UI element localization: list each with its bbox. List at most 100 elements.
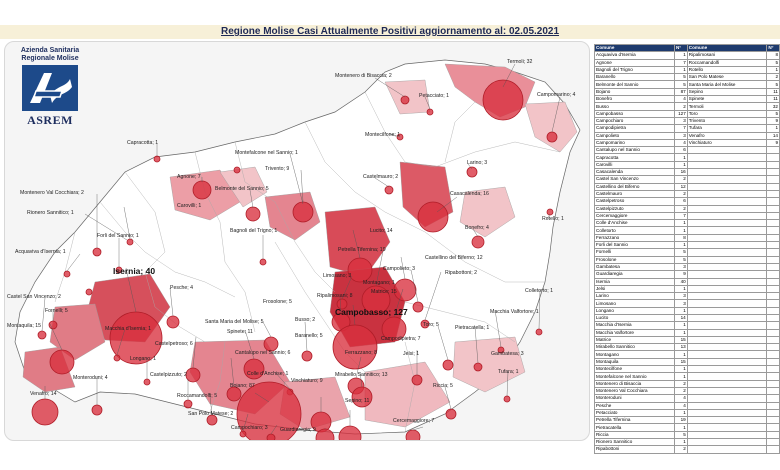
cell-comune: Castellino del Biferno (594, 182, 675, 191)
cell-count: 1 (673, 306, 688, 316)
table-row: Montenero Val Cocchiara 2 (594, 386, 780, 396)
table-row: Gambatesa 3 (594, 262, 780, 272)
cell-count: 14 (673, 313, 688, 323)
cell-count (766, 365, 780, 374)
cell-comune: Campochiaro (594, 116, 675, 126)
label-montefalcone: Montefalcone nel Sannio; 1 (235, 150, 298, 156)
cell-count: 5 (673, 248, 688, 257)
label-pietracatella: Pietracatella; 1 (455, 325, 489, 331)
cell-comune: Busso (594, 102, 675, 111)
cell-count: 1 (673, 160, 688, 170)
cell-count: 4 (673, 95, 688, 104)
table-row: Macchia d'Isernia 1 (594, 321, 780, 330)
cell-count: 6 (673, 197, 688, 206)
cell-comune: Larino (594, 292, 675, 301)
cell-comune (686, 372, 768, 381)
cell-comune: Termoli (686, 102, 768, 111)
cell-count: 87 (673, 87, 688, 97)
label-castelpizzuto: Castelpizzuto; 2 (150, 372, 187, 378)
label-casacalenda: Casacalenda; 16 (450, 191, 489, 197)
label-campomarino: Campomarino; 4 (537, 92, 575, 98)
label-colle-anchise: Colle d'Anchise; 1 (247, 371, 288, 377)
cell-count (766, 262, 780, 272)
cell-comune: Rotello (686, 65, 768, 75)
cell-comune: Guardiaregia (594, 270, 675, 279)
label-bonefro: Bonefro; 4 (465, 225, 489, 231)
table-row: Capracotta 1 (594, 153, 780, 162)
borders (54, 91, 561, 433)
table-row: Campolieto 3 Venafro 14 (594, 131, 780, 140)
cell-count: 1 (673, 408, 688, 418)
cell-comune: San Polo Matese (686, 73, 768, 82)
cell-count: 1 (673, 153, 688, 162)
cell-count: 1 (673, 438, 688, 447)
label-rotello: Rotello; 1 (542, 216, 564, 222)
cell-comune: Roccamandolfi (686, 58, 768, 67)
cell-count (766, 182, 780, 191)
table-row: Montenero di Bisaccia 2 (594, 379, 780, 388)
cell-comune: Belmonte del Sannio (594, 80, 675, 89)
table-row: Castel San Vincenzo 2 (594, 175, 780, 184)
label-ripabottoni: Ripabottoni; 2 (445, 270, 477, 276)
table-header-row: Comune N° Comune N° (594, 43, 780, 53)
cell-count (766, 321, 780, 330)
logo-line2: Regionale Molise (21, 55, 79, 62)
table-row: Baranello 5 San Polo Matese 2 (594, 73, 780, 82)
cell-count (766, 299, 780, 308)
label-petacciato: Petacciato; 1 (419, 93, 449, 99)
leader-lines (41, 63, 561, 435)
cell-comune: Lucito (594, 313, 675, 323)
cell-count: 3 (673, 131, 688, 140)
cell-count: 1 (673, 219, 688, 228)
cell-comune: Tufara (686, 124, 768, 133)
cell-comune: Campolieto (594, 131, 675, 140)
table-row: Fornelli 5 (594, 248, 780, 257)
label-castelmauro: Castelmauro; 2 (363, 174, 398, 180)
cell-count (766, 270, 780, 279)
cell-count: 1 (673, 65, 688, 75)
table-row: Acquaviva d'Isernia 1 Ripalimosani 8 (594, 51, 780, 60)
label-acquaviva: Acquaviva d'Isernia; 1 (15, 249, 66, 255)
cell-comune: Colle d'Anchise (594, 219, 675, 228)
label-ripalimosani: Ripalimosani; 8 (317, 293, 353, 299)
cell-count: 9 (766, 116, 780, 126)
label-capracotta: Capracotta; 1 (127, 140, 158, 146)
label-montenero-bisaccia: Montenero di Bisaccia; 2 (335, 73, 392, 79)
map-labels: Termoli; 32 Campomarino; 4 Montenero di … (7, 59, 575, 433)
cell-comune (686, 379, 768, 388)
table-row: Matrice 15 (594, 335, 780, 345)
cell-count: 12 (673, 182, 688, 191)
cell-count (766, 438, 780, 447)
cell-comune (686, 270, 768, 279)
label-guardiaregia: Guardiaregia; 9 (280, 427, 316, 433)
cell-count: 5 (766, 58, 780, 67)
cell-count: 4 (673, 401, 688, 410)
cell-comune (686, 182, 768, 191)
table-row: Ripabottoni 2 (594, 445, 780, 454)
table-row: Castelmauro 2 (594, 189, 780, 199)
cell-count: 5 (673, 80, 688, 89)
cell-comune: Gambatesa (594, 262, 675, 272)
label-santa-maria: Santa Maria del Molise; 5 (205, 319, 264, 325)
label-matrice: Matrice; 15 (371, 289, 397, 295)
label-montenero-val: Montenero Val Cocchiara; 2 (20, 190, 84, 196)
cell-comune (686, 146, 768, 155)
table-row: Pesche 4 (594, 401, 780, 410)
cell-count (766, 233, 780, 243)
table-row: Forli del Sannio 1 (594, 240, 780, 250)
label-cercemaggiore: Cercemaggiore; 7 (393, 418, 434, 424)
cell-comune: Castelpizzuto (594, 204, 675, 213)
cell-comune: Carovilli (594, 160, 675, 170)
cell-count: 1 (766, 124, 780, 133)
cell-count: 8 (673, 233, 688, 243)
label-montagano: Montagano; 1 (363, 280, 395, 286)
table-row: Castelpetroso 6 (594, 197, 780, 206)
label-san-polo: San Polo Matese; 2 (188, 411, 233, 417)
cell-comune: Isernia (594, 277, 675, 286)
label-castelpetroso: Castelpetroso; 6 (155, 341, 193, 347)
label-lucito: Lucito; 14 (370, 228, 393, 234)
cell-comune: Capracotta (594, 153, 675, 162)
cell-count: 2 (673, 379, 688, 388)
label-macchia-isernia: Macchia d'Isernia; 1 (105, 326, 151, 332)
label-montecilfone: Montecilfone; 1 (365, 132, 400, 138)
